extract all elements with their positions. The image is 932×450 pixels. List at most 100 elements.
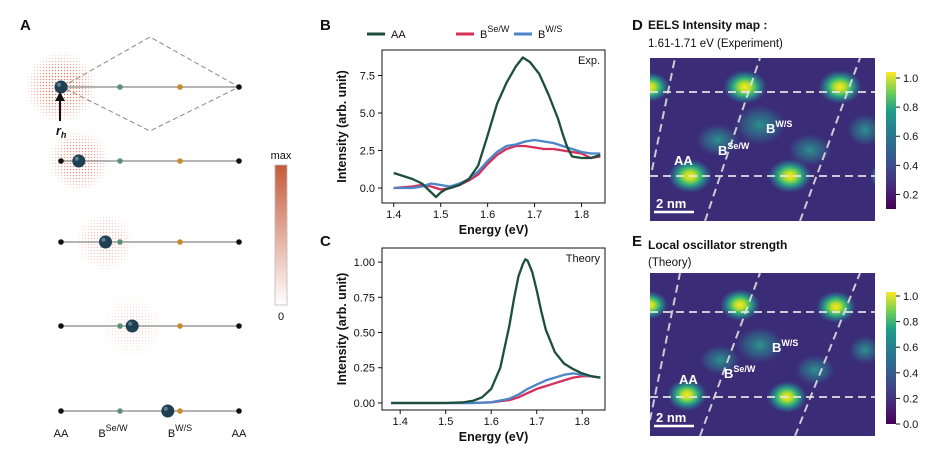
exciton-row: [25, 51, 242, 123]
node-bws: [177, 323, 183, 329]
node-bws: [177, 408, 183, 414]
exciton-ball: [161, 404, 175, 418]
node-bsew: [117, 158, 123, 164]
map-secondary-region: [847, 114, 875, 146]
map-secondary-region: [700, 345, 740, 375]
node-bws: [177, 239, 183, 245]
exciton-rows: [25, 51, 242, 418]
map-secondary-region: [696, 124, 740, 156]
label-aa: AA: [679, 372, 698, 387]
colorbar-tick-label: 0.0: [903, 419, 918, 431]
x-tick-label: 1.6: [484, 416, 499, 428]
label-bsew: BSe/W: [98, 423, 128, 440]
panel-letter-e: E: [632, 233, 642, 250]
y-tick-label: 7.5: [360, 71, 375, 83]
rh-label: rh: [56, 124, 67, 140]
map-d-subtitle: 1.61-1.71 eV (Experiment): [648, 38, 783, 50]
x-tick-label: 1.7: [527, 209, 542, 221]
y-axis-label: Intensity (arb. unit): [335, 70, 349, 183]
y-tick-label: 0.50: [354, 328, 375, 340]
x-axis-label: Energy (eV): [459, 223, 528, 237]
colorbar-tick-label: 0.8: [903, 102, 918, 114]
map-hotspot: [818, 70, 862, 104]
guide-line: [799, 58, 861, 221]
map-secondary-region: [788, 134, 832, 166]
guide-line: [794, 273, 861, 436]
node-aa: [58, 323, 64, 329]
y-tick-label: 0.75: [354, 292, 375, 304]
node-aa: [236, 408, 242, 414]
map-hotspot: [650, 72, 670, 102]
y-tick-label: 0.00: [354, 398, 375, 410]
legend-bsew: BSe/W: [480, 24, 510, 41]
colorbar-tick-label: 1.0: [903, 73, 918, 85]
colorbar-tick-label: 0.2: [903, 189, 918, 201]
x-axis-label: Energy (eV): [459, 430, 528, 444]
map-e-title: Local oscillator strength: [648, 238, 787, 252]
label-aa-left: AA: [54, 428, 69, 440]
plot-frame: [381, 49, 606, 204]
exciton-highlight: [101, 237, 106, 242]
exciton-row: [58, 294, 242, 358]
map-secondary-region: [795, 355, 835, 385]
panel-letter-d: D: [632, 17, 643, 34]
node-aa: [58, 408, 64, 414]
y-axis-label: Intensity (arb. unit): [335, 273, 349, 386]
panel-letter-a: A: [20, 17, 31, 34]
colorbar-tick-label: 1.0: [903, 291, 918, 303]
series-line: [393, 144, 601, 191]
map-secondary-region: [734, 105, 786, 145]
map-secondary-region: [849, 336, 875, 364]
node-bsew: [117, 84, 123, 90]
node-aa: [58, 239, 64, 245]
panel-letter-b: B: [320, 17, 331, 34]
x-tick-label: 1.5: [438, 416, 453, 428]
exciton-ball: [99, 235, 112, 249]
colorbar-e: 1.0 0.8 0.6 0.4 0.2 0.0: [886, 291, 918, 431]
exciton-row: [58, 212, 242, 272]
y-tick-label: 5.0: [360, 108, 375, 120]
label-bws: BW/S: [168, 423, 192, 440]
colorbar-tick-label: 0.6: [903, 342, 918, 354]
node-aa: [236, 239, 242, 245]
corner-annotation: Exp.: [578, 55, 600, 67]
rh-arrow: [55, 92, 65, 121]
density-scale-bar: max 0: [271, 150, 292, 323]
exciton-ball: [72, 154, 86, 168]
exciton-highlight: [74, 156, 79, 161]
exciton-ball: [125, 319, 139, 333]
node-aa: [236, 323, 242, 329]
colorbar-tick-label: 0.4: [903, 160, 918, 172]
node-bsew: [117, 408, 123, 414]
series-line: [393, 56, 601, 199]
map-hotspot: [723, 70, 767, 104]
y-tick-label: 1.00: [354, 257, 375, 269]
map-hotspot: [667, 379, 707, 411]
exciton-row: [47, 130, 242, 192]
label-aa-right: AA: [232, 428, 247, 440]
colorbar-tick-label: 0.2: [903, 393, 918, 405]
svg-text:max: max: [271, 150, 292, 162]
map-d-title: EELS Intensity map :: [648, 18, 767, 32]
map-hotspot: [720, 289, 760, 321]
legend-bws: BW/S: [538, 24, 562, 41]
series-line: [391, 372, 601, 405]
legend: AA BSe/W BW/S: [367, 24, 562, 41]
exciton-ball: [54, 80, 68, 94]
node-aa: [58, 158, 64, 164]
y-tick-label: 0.25: [354, 363, 375, 375]
scale-bar-label: 2 nm: [656, 196, 686, 211]
x-tick-label: 1.4: [393, 416, 408, 428]
y-tick-label: 2.5: [360, 146, 375, 158]
colorbar-d: 1.0 0.8 0.6 0.4 0.2: [886, 72, 918, 209]
legend-aa: AA: [391, 29, 406, 41]
node-bws: [177, 84, 183, 90]
node-bsew: [117, 323, 123, 329]
oscillator-strength-map: AA BSe/WBW/S2 nm: [650, 273, 875, 436]
x-tick-label: 1.8: [575, 416, 590, 428]
series-line: [393, 138, 601, 190]
x-tick-label: 1.5: [433, 209, 448, 221]
map-hotspot: [816, 291, 856, 323]
